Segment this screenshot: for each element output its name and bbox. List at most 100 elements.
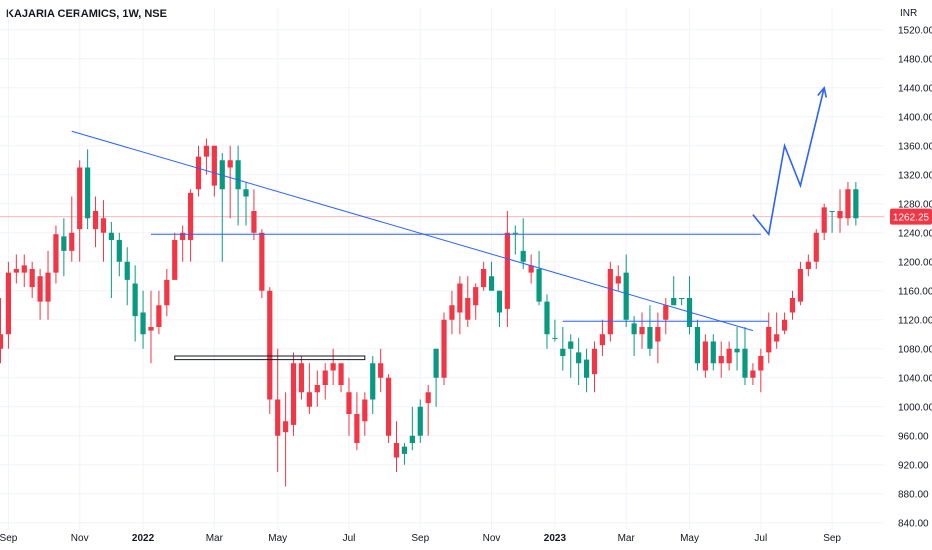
candle-body [781, 319, 788, 331]
candle-body [53, 234, 59, 273]
y-tick-label: 1280.00 [898, 199, 932, 210]
chart-title: KAJARIA CERAMICS, 1W, NSE [6, 8, 167, 20]
candle-body [227, 160, 233, 168]
price-tag-label: 1262.25 [893, 213, 930, 224]
candle-body [615, 276, 621, 284]
candle-body [116, 240, 122, 262]
candle-body [520, 250, 526, 262]
candle-body [164, 279, 170, 306]
candle-body [370, 363, 376, 400]
candle-body [92, 211, 99, 230]
candle-body [853, 189, 859, 219]
candle-body [805, 261, 811, 269]
y-tick-label: 1200.00 [898, 257, 932, 268]
candle-body [750, 370, 756, 378]
y-tick-label: 1160.00 [898, 286, 932, 297]
candle-body [77, 167, 83, 230]
y-tick-label: 840.00 [898, 518, 929, 529]
candle-body [591, 348, 598, 375]
x-tick-label: Jul [343, 533, 356, 544]
y-tick-label: 1000.00 [898, 402, 932, 413]
candle-body [219, 160, 225, 190]
y-tick-label: 1400.00 [898, 112, 932, 123]
candle-body [560, 348, 566, 356]
candle-body [845, 189, 851, 219]
candle-body [275, 399, 281, 436]
candle-body [837, 211, 843, 219]
candle-body [694, 327, 701, 364]
x-tick-label: Mar [206, 533, 224, 544]
candle-body [631, 323, 637, 335]
candle-body [314, 385, 320, 393]
candle-body [441, 319, 447, 378]
candle-body [504, 232, 510, 309]
candle-body [346, 392, 352, 414]
candle-body [211, 145, 217, 186]
candle-body [385, 377, 392, 436]
candle-body [789, 298, 796, 313]
candle-body [61, 236, 67, 251]
candle-body [742, 348, 748, 378]
candle-body [766, 327, 772, 353]
currency-label: INR [900, 8, 918, 19]
x-tick-label: Mar [618, 533, 636, 544]
candle-body [259, 232, 265, 291]
candle-body [45, 272, 51, 302]
projection-path[interactable] [752, 87, 825, 237]
candle-body [734, 348, 740, 353]
candle-body [623, 272, 629, 320]
candle-body [290, 363, 297, 425]
candle-body [726, 348, 732, 364]
candle-body [417, 406, 423, 436]
y-tick-label: 1240.00 [898, 228, 932, 239]
candle-body [203, 145, 210, 157]
arrow-head-icon [817, 85, 828, 98]
candle-body [354, 414, 360, 443]
candle-body [496, 290, 503, 313]
candle-body [172, 240, 178, 280]
candle-body [0, 334, 4, 349]
candle-body [401, 446, 408, 454]
candle-body [195, 156, 202, 190]
base-rectangle[interactable] [174, 355, 366, 361]
candle-body [512, 232, 518, 234]
candle-body [85, 167, 91, 219]
candle-body [393, 443, 400, 458]
candle-body [528, 265, 534, 273]
candle-body [481, 269, 487, 288]
price-tag-badge [890, 208, 932, 225]
candle-body [679, 298, 685, 299]
x-tick-label: Nov [483, 533, 501, 544]
y-tick-label: 1440.00 [898, 83, 932, 94]
candle-body [5, 272, 12, 335]
candle-body [710, 341, 716, 364]
candle-body [718, 356, 724, 364]
candle-body [21, 265, 27, 273]
candle-body [108, 232, 114, 240]
candle-body [267, 290, 273, 400]
y-tick-label: 1080.00 [898, 344, 932, 355]
candle-body [132, 283, 138, 317]
y-tick-label: 1120.00 [898, 315, 932, 326]
candle-body [251, 211, 257, 233]
candle-body [13, 269, 19, 273]
x-tick-label: May [680, 533, 699, 544]
candle-body [599, 334, 606, 346]
x-tick-label: 2022 [132, 533, 155, 544]
candle-body [37, 276, 43, 302]
candle-body [298, 363, 305, 393]
candle-body [655, 327, 661, 342]
candle-body [607, 269, 613, 335]
candle-body [148, 327, 154, 331]
candle-body [338, 363, 344, 385]
candle-body [235, 160, 241, 190]
candle-body [187, 192, 194, 240]
descending-trendline[interactable] [71, 130, 754, 332]
candle-body [180, 232, 186, 240]
candle-body [322, 370, 328, 385]
x-tick-label: 2023 [544, 533, 567, 544]
candle-body [663, 305, 669, 320]
x-tick-label: Sep [0, 533, 18, 544]
